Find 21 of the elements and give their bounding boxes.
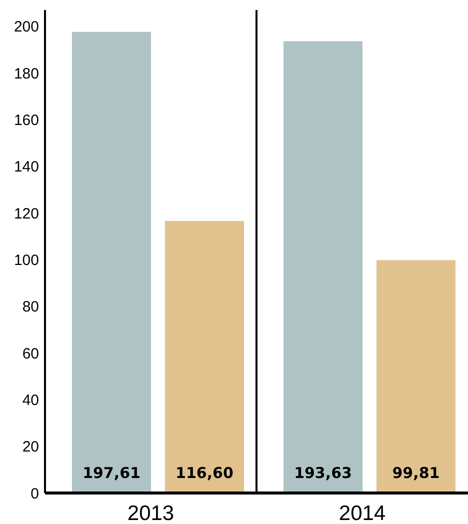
bar (376, 260, 456, 493)
data-label: 116,60 (176, 464, 234, 482)
y-tick-label: 40 (22, 392, 39, 409)
data-label: 99,81 (392, 464, 440, 482)
y-tick-label: 160 (14, 112, 39, 129)
y-tick-label: 100 (14, 252, 39, 269)
y-tick-label: 0 (30, 485, 39, 502)
data-label: 193,63 (294, 464, 352, 482)
y-tick-label: 200 (14, 18, 39, 36)
y-tick-label: 180 (14, 65, 39, 82)
y-tick-label: 20 (22, 438, 39, 456)
y-tick-label: 120 (14, 205, 39, 222)
bar (284, 41, 363, 493)
bar (72, 32, 152, 493)
x-tick-label: 2013 (127, 502, 174, 524)
data-label: 197,61 (82, 464, 140, 482)
x-tick-label: 2014 (338, 502, 386, 524)
y-tick-label: 60 (22, 345, 39, 362)
bar (164, 220, 244, 493)
y-tick-label: 80 (22, 298, 39, 316)
y-tick-label: 140 (14, 158, 39, 176)
